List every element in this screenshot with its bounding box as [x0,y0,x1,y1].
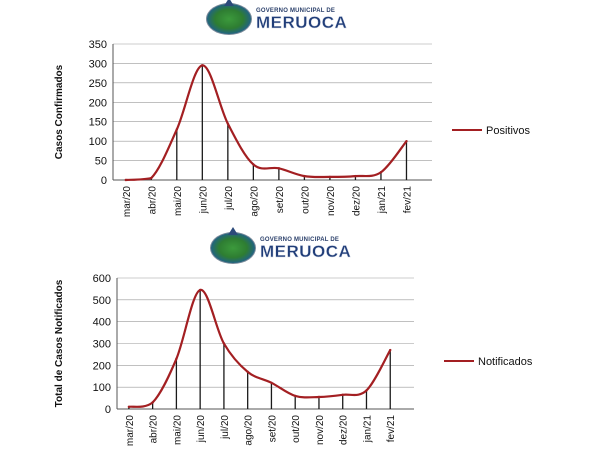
x-tick-label: dez/20 [351,186,362,216]
logo-org-line: GOVERNO MUNICIPAL DE [256,7,336,14]
x-tick-label: mai/20 [172,415,183,445]
x-tick-label: jun/20 [196,415,207,444]
data-point [252,163,255,166]
data-point [389,348,392,352]
data-point [175,128,178,131]
data-point [150,176,153,180]
x-tick-label: ago/20 [249,186,260,217]
x-tick-label: jan/21 [362,415,373,444]
x-tick-label: jan/21 [377,186,388,215]
y-tick-label: 0 [101,175,107,187]
data-point [201,64,204,67]
y-axis-label: Casos Confirmados [54,64,65,159]
meruoca-logo: GOVERNO MUNICIPAL DE MERUOCA [210,232,351,264]
y-tick-label: 200 [93,360,111,372]
x-tick-label: set/20 [267,415,278,443]
data-point [341,393,344,397]
data-point [124,178,127,182]
y-tick-label: 50 [95,156,107,168]
x-tick-label: fev/21 [402,186,413,214]
data-point [246,370,249,374]
x-tick-label: mar/20 [125,415,136,447]
logo-city-name: MERUOCA [260,241,352,261]
legend-label: Notificados [478,356,533,368]
x-tick-label: abr/20 [149,415,160,444]
y-tick-label: 300 [93,339,111,351]
municipal-seal-icon [210,232,256,264]
x-tick-label: out/20 [300,186,311,214]
y-tick-label: 350 [89,39,107,51]
data-point [405,139,408,143]
x-tick-label: set/20 [275,186,286,214]
y-axis-label: Total de Casos Notificados [54,279,65,407]
x-tick-label: abr/20 [147,186,158,215]
legend-label: Positivos [486,125,531,137]
data-point [175,357,178,360]
y-tick-label: 500 [93,295,111,307]
x-tick-label: jun/20 [198,186,209,215]
y-tick-label: 100 [89,136,107,148]
x-tick-label: mar/20 [122,186,133,218]
meruoca-logo: GOVERNO MUNICIPAL DE MERUOCA [206,3,347,35]
notificados-line-chart: 0 100 200 300 400 500 600 Total de Casos Notifi… [54,273,533,447]
logo-city-name: MERUOCA [256,12,348,32]
y-tick-label: 100 [93,382,111,394]
y-tick-label: 300 [89,58,107,70]
data-point [277,167,281,170]
chart-panel-positivos: GOVERNO MUNICIPAL DE MERUOCA 0 50 100 150 20… [0,0,600,225]
y-tick-label: 150 [89,117,107,129]
x-tick-label: nov/20 [315,415,326,445]
y-tick-label: 600 [93,273,111,285]
data-point [270,381,273,384]
data-point [379,171,383,174]
x-tick-label: jul/20 [220,415,231,440]
y-tick-label: 250 [89,78,107,90]
data-point [226,122,230,125]
x-tick-label: dez/20 [339,415,350,445]
x-tick-label: mai/20 [173,186,184,216]
municipal-seal-icon [206,3,252,35]
data-point [317,395,321,399]
data-point [222,342,226,345]
data-point [127,405,131,409]
data-point [365,389,368,392]
data-point [198,288,202,292]
data-point [328,175,332,179]
chart-panel-notificados: GOVERNO MUNICIPAL DE MERUOCA 0 100 200 300 4… [0,228,600,450]
logo-org-line: GOVERNO MUNICIPAL DE [260,236,340,243]
positivos-line-chart: 0 50 100 150 200 250 300 350 Casos Confirmados ma… [54,39,531,218]
series-line-notificados [128,288,392,408]
data-point [294,394,297,398]
data-point [354,174,357,178]
x-tick-label: ago/20 [244,415,255,446]
x-tick-label: out/20 [291,415,302,443]
series-line-positivos [125,64,408,182]
y-tick-label: 0 [105,404,111,416]
x-tick-label: fev/21 [386,415,397,443]
y-tick-label: 400 [93,317,111,329]
data-point [303,174,306,178]
x-tick-label: jul/20 [224,186,235,211]
y-tick-label: 200 [89,97,107,109]
data-point [151,401,154,404]
x-tick-label: nov/20 [326,186,337,216]
